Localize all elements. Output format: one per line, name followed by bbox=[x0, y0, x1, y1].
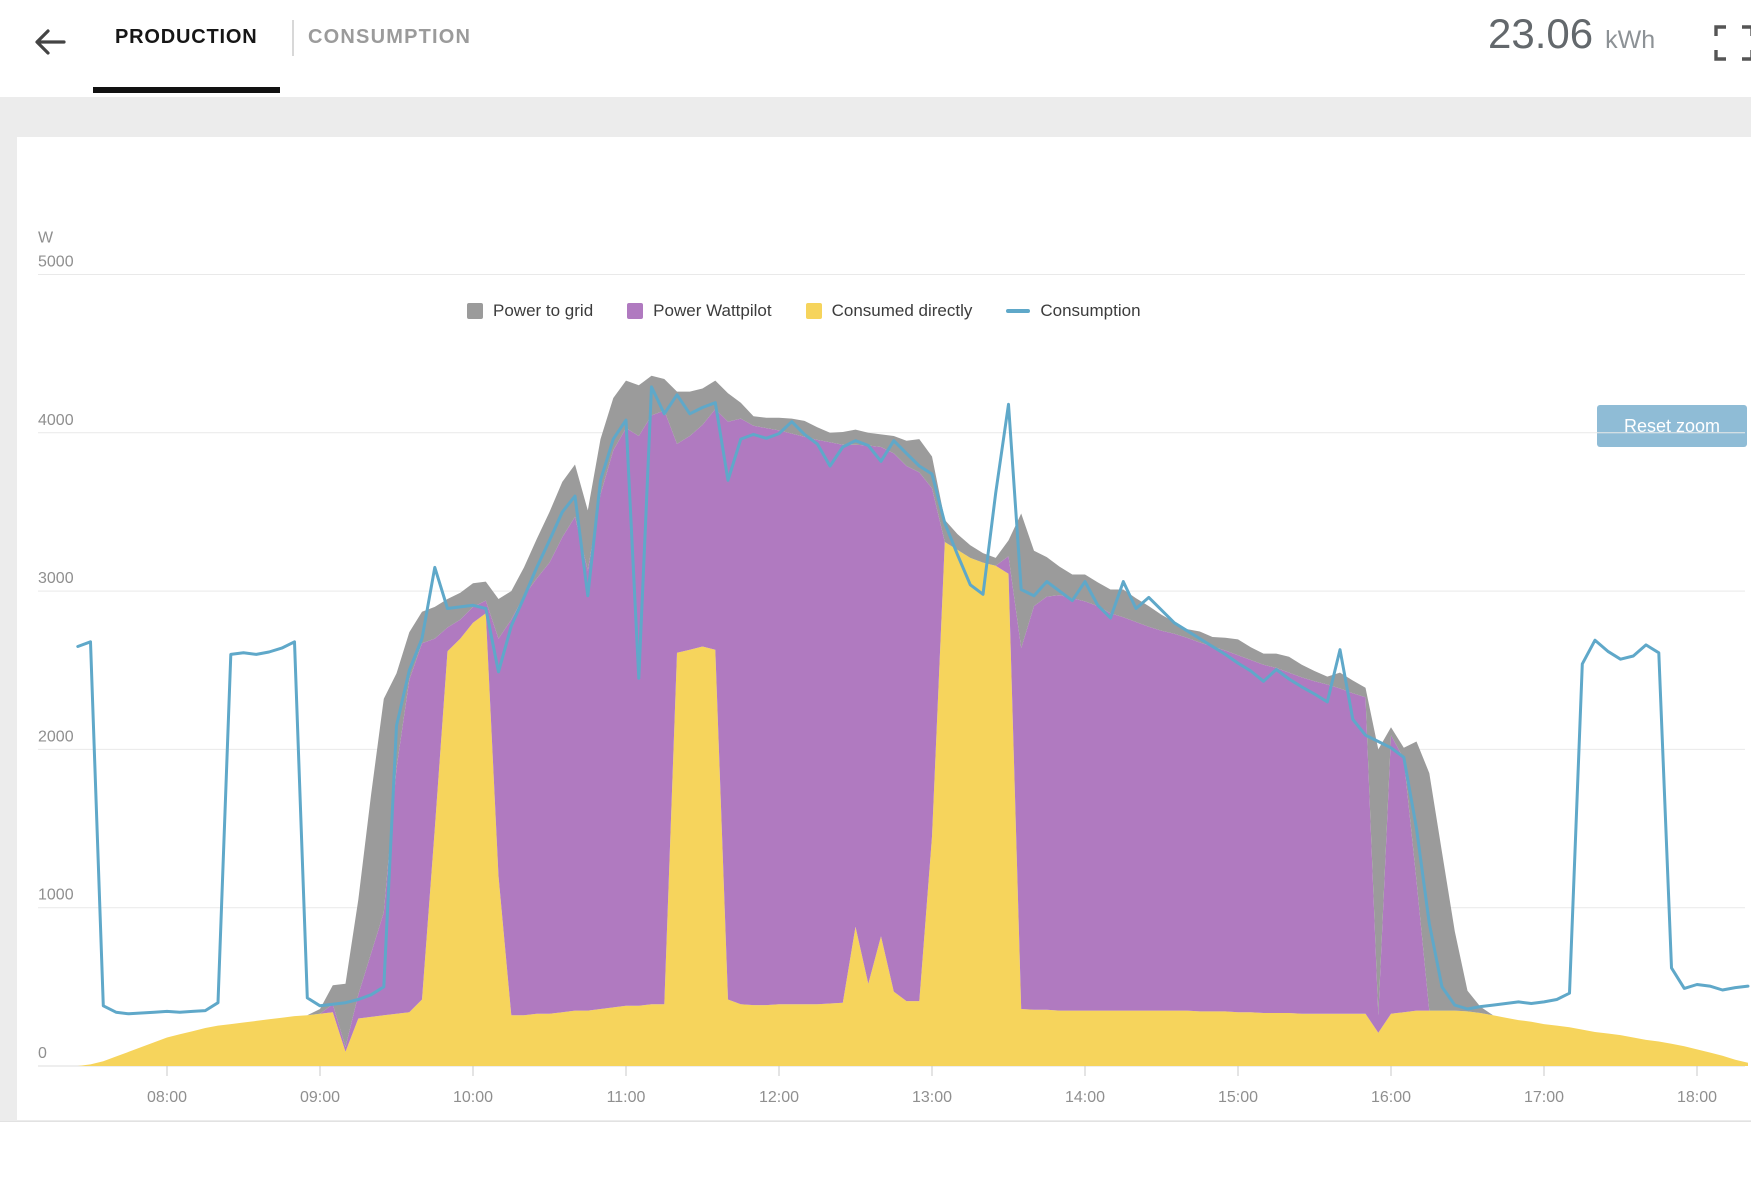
legend-item-power-wattpilot[interactable]: Power Wattpilot bbox=[627, 301, 772, 321]
back-arrow-icon[interactable] bbox=[30, 22, 70, 62]
reset-zoom-button[interactable]: Reset zoom bbox=[1597, 405, 1747, 447]
legend-item-consumed-directly[interactable]: Consumed directly bbox=[805, 301, 973, 321]
top-bar: PRODUCTION CONSUMPTION 23.06 kWh bbox=[0, 0, 1751, 97]
legend-marker-icon bbox=[1006, 309, 1031, 313]
legend-marker-icon bbox=[467, 303, 483, 319]
tab-consumption[interactable]: CONSUMPTION bbox=[308, 26, 472, 48]
active-tab-underline bbox=[93, 87, 280, 93]
tab-production[interactable]: PRODUCTION bbox=[115, 26, 258, 48]
energy-total-value: 23.06 bbox=[1488, 10, 1594, 57]
legend-item-power-to-grid[interactable]: Power to grid bbox=[467, 301, 593, 321]
chart-card: Power to grid Power Wattpilot Consumed dir… bbox=[17, 137, 1751, 1120]
legend-label: Consumption bbox=[1040, 301, 1141, 320]
energy-total: 23.06 kWh bbox=[1488, 10, 1655, 58]
legend-label: Consumed directly bbox=[831, 301, 973, 320]
date-bar: 07.03.2026 DAY|MONTH|YEAR|TOTAL bbox=[0, 1121, 1751, 1200]
tab-divider bbox=[292, 20, 294, 56]
chart-legend: Power to grid Power Wattpilot Consumed dir… bbox=[467, 301, 1141, 321]
legend-label: Power to grid bbox=[493, 301, 594, 320]
legend-marker-icon bbox=[805, 303, 822, 319]
legend-label: Power Wattpilot bbox=[653, 301, 772, 320]
legend-marker-icon bbox=[627, 303, 644, 319]
fullscreen-icon[interactable] bbox=[1714, 24, 1751, 62]
legend-item-consumption[interactable]: Consumption bbox=[1006, 301, 1141, 321]
energy-total-unit: kWh bbox=[1605, 26, 1656, 54]
